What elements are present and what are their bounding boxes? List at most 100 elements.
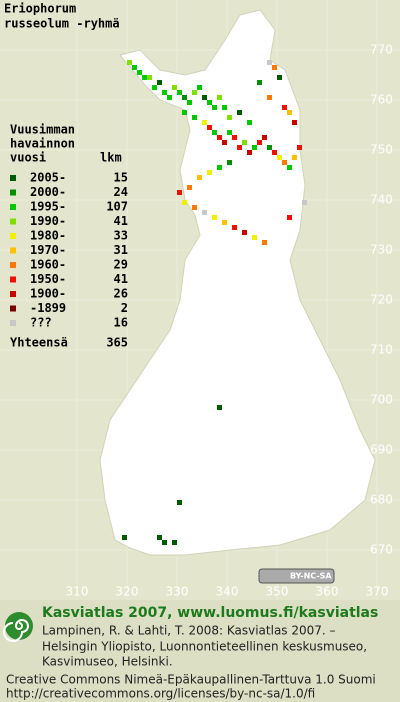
legend-swatch: [10, 305, 16, 312]
record-square: [157, 535, 162, 540]
footer-link[interactable]: Kasviatlas 2007, www.luomus.fi/kasviatla…: [42, 605, 378, 621]
legend-label: 2000-: [30, 185, 66, 199]
record-square: [197, 175, 202, 180]
record-square: [242, 230, 247, 235]
record-square: [192, 205, 197, 210]
record-square: [207, 125, 212, 130]
record-square: [227, 130, 232, 135]
record-square: [267, 145, 272, 150]
legend-count: 107: [106, 200, 128, 214]
record-square: [212, 105, 217, 110]
legend-swatch: [10, 175, 16, 181]
record-square: [167, 95, 172, 100]
license-url[interactable]: http://creativecommons.org/licenses/by-n…: [6, 687, 315, 701]
record-square: [232, 225, 237, 230]
citation: Lampinen, R. & Lahti, T. 2008: Kasviatla…: [42, 624, 336, 638]
record-square: [152, 85, 157, 90]
legend-count: 29: [114, 258, 128, 272]
record-square: [127, 60, 132, 65]
record-square: [212, 215, 217, 220]
northing-label: 770: [370, 43, 393, 57]
legend-swatch: [10, 247, 16, 254]
legend-swatch: [10, 189, 16, 196]
record-square: [247, 150, 252, 155]
record-square: [212, 130, 217, 135]
record-square: [172, 540, 177, 545]
legend-swatch: [10, 204, 16, 210]
record-square: [207, 170, 212, 175]
legend-count: 41: [114, 214, 128, 228]
record-square: [177, 190, 182, 195]
logo: [5, 612, 33, 640]
northing-label: 750: [370, 143, 393, 157]
legend-count: 24: [114, 185, 128, 199]
legend-swatch: [10, 291, 16, 297]
legend-label: 2005-: [30, 171, 66, 185]
legend-swatch: [10, 320, 16, 326]
legend-label: 1990-: [30, 214, 66, 228]
record-square: [202, 210, 207, 215]
cc-badge[interactable]: [258, 568, 335, 584]
legend-count: 41: [114, 272, 128, 286]
legend-label: 1950-: [30, 272, 66, 286]
record-square: [157, 80, 162, 85]
legend-count: 2: [121, 301, 128, 315]
record-square: [272, 65, 277, 70]
northing-label: 740: [370, 193, 393, 207]
legend-heading: lkm: [100, 151, 122, 165]
record-square: [302, 200, 307, 205]
northing-label: 710: [370, 343, 393, 357]
record-square: [197, 85, 202, 90]
record-square: [257, 140, 262, 145]
record-square: [162, 540, 167, 545]
logo-spiral: [3, 619, 29, 642]
record-square: [192, 115, 197, 120]
northing-label: 680: [370, 493, 393, 507]
record-square: [202, 95, 207, 100]
legend-total: 365: [106, 336, 128, 350]
legend-swatch: [10, 233, 16, 239]
record-square: [217, 405, 222, 410]
record-square: [232, 135, 237, 140]
legend-heading: Vuusimman: [10, 123, 75, 137]
northing-label: 700: [370, 393, 393, 407]
record-square: [182, 200, 187, 205]
badge-text: BY-NC-SA: [290, 572, 332, 581]
northing-label: 720: [370, 293, 393, 307]
easting-label: 310: [66, 585, 89, 599]
license: Creative Commons Nimeä-Epäkaupallinen-Ta…: [6, 673, 376, 687]
legend-label: 1980-: [30, 229, 66, 243]
easting-label: 360: [316, 585, 339, 599]
legend-count: 31: [114, 243, 128, 257]
record-square: [122, 535, 127, 540]
record-square: [262, 135, 267, 140]
record-square: [217, 95, 222, 100]
record-square: [287, 110, 292, 115]
record-square: [262, 240, 267, 245]
northing-label: 760: [370, 93, 393, 107]
legend-heading: havainnon: [10, 137, 75, 151]
record-square: [247, 120, 252, 125]
northing-label: 670: [370, 543, 393, 557]
legend-label: 1970-: [30, 243, 66, 257]
title: Eriophorum: [4, 2, 76, 16]
record-square: [242, 140, 247, 145]
record-square: [222, 105, 227, 110]
record-square: [177, 500, 182, 505]
record-square: [277, 155, 282, 160]
record-square: [277, 75, 282, 80]
record-square: [287, 215, 292, 220]
record-square: [237, 110, 242, 115]
legend-label: 1995-: [30, 200, 66, 214]
citation: Kasvimuseo, Helsinki.: [42, 655, 173, 669]
record-square: [267, 95, 272, 100]
record-square: [227, 160, 232, 165]
easting-label: 370: [366, 585, 389, 599]
legend-count: 16: [114, 316, 128, 330]
easting-label: 350: [266, 585, 289, 599]
record-square: [137, 70, 142, 75]
record-square: [132, 65, 137, 70]
legend-count: 15: [114, 171, 128, 185]
legend-swatch: [10, 218, 16, 225]
